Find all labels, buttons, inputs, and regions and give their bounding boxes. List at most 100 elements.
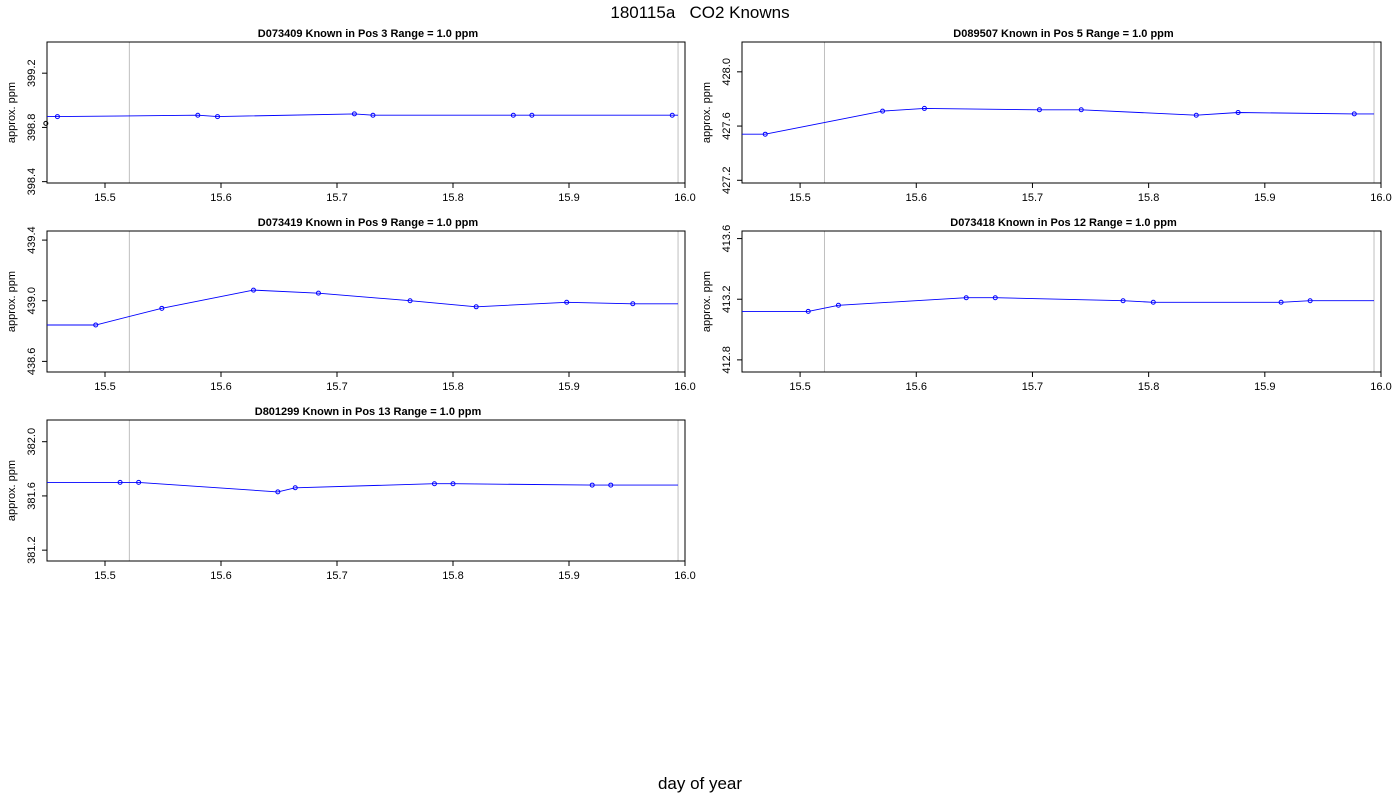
x-tick-label: 15.7 bbox=[326, 192, 347, 204]
y-axis-label: approx. ppm bbox=[701, 271, 713, 332]
data-point bbox=[510, 112, 516, 118]
series-line bbox=[742, 107, 1374, 135]
panel-4: D073418 Known in Pos 12 Range = 1.0 ppm 1… bbox=[701, 217, 1392, 393]
data-point bbox=[1120, 298, 1126, 304]
data-point bbox=[407, 298, 413, 304]
x-tick-label: 15.6 bbox=[210, 381, 231, 393]
panel-3: D073419 Known in Pos 9 Range = 1.0 ppm 15… bbox=[6, 217, 696, 393]
x-tick-label: 15.9 bbox=[558, 570, 579, 582]
data-point bbox=[450, 481, 456, 487]
data-point bbox=[608, 482, 614, 488]
x-tick-label: 15.7 bbox=[326, 570, 347, 582]
x-tick-label: 16.0 bbox=[674, 570, 695, 582]
data-point bbox=[589, 482, 595, 488]
plot-frame bbox=[46, 419, 686, 562]
data-point bbox=[1078, 107, 1084, 113]
x-tick-label: 15.7 bbox=[1022, 381, 1043, 393]
data-point bbox=[54, 114, 60, 120]
data-point bbox=[529, 112, 535, 118]
y-tick-label: 413.6 bbox=[721, 225, 733, 253]
plot-frame bbox=[46, 230, 686, 373]
panel-1: D073409 Known in Pos 3 Range = 1.0 ppm 15… bbox=[6, 28, 696, 204]
panel-5: D801299 Known in Pos 13 Range = 1.0 ppm 1… bbox=[6, 406, 696, 582]
y-axis-label: approx. ppm bbox=[6, 82, 18, 143]
x-tick-label: 16.0 bbox=[1370, 381, 1391, 393]
plot-frame bbox=[741, 230, 1382, 373]
data-point bbox=[669, 112, 675, 118]
y-axis-label: approx. ppm bbox=[701, 82, 713, 143]
data-point bbox=[1307, 298, 1313, 304]
x-tick-label: 16.0 bbox=[674, 192, 695, 204]
x-tick-label: 15.5 bbox=[789, 381, 810, 393]
x-tick-label: 15.6 bbox=[906, 381, 927, 393]
data-point bbox=[370, 112, 376, 118]
plot-frame bbox=[741, 41, 1382, 184]
x-tick-label: 15.8 bbox=[1138, 192, 1159, 204]
figure-title: 180115a CO2 Knowns bbox=[610, 3, 790, 22]
data-point bbox=[1193, 112, 1199, 118]
data-point bbox=[1150, 299, 1156, 305]
y-tick-label: 398.8 bbox=[26, 114, 38, 142]
data-point bbox=[921, 105, 927, 111]
x-tick-label: 15.6 bbox=[210, 570, 231, 582]
data-point bbox=[880, 108, 886, 114]
data-point bbox=[431, 481, 437, 487]
series-line bbox=[47, 113, 678, 118]
y-axis-label: approx. ppm bbox=[6, 271, 18, 332]
panel-title: D073409 Known in Pos 3 Range = 1.0 ppm bbox=[258, 28, 479, 40]
y-tick-label: 427.2 bbox=[721, 167, 733, 195]
panel-2: D089507 Known in Pos 5 Range = 1.0 ppm 15… bbox=[701, 28, 1392, 204]
data-point bbox=[93, 322, 99, 328]
data-point bbox=[630, 301, 636, 307]
data-point bbox=[1351, 111, 1357, 117]
data-point bbox=[1235, 110, 1241, 115]
y-tick-label: 382.0 bbox=[26, 428, 38, 456]
panel-title: D801299 Known in Pos 13 Range = 1.0 ppm bbox=[255, 406, 482, 418]
x-tick-label: 15.9 bbox=[1254, 192, 1275, 204]
data-point bbox=[564, 299, 570, 305]
y-tick-label: 381.6 bbox=[26, 482, 38, 510]
data-point bbox=[1036, 107, 1042, 113]
x-tick-label: 15.9 bbox=[558, 192, 579, 204]
x-tick-label: 15.5 bbox=[789, 192, 810, 204]
data-point bbox=[835, 302, 841, 308]
x-tick-label: 15.8 bbox=[442, 570, 463, 582]
x-tick-label: 15.8 bbox=[442, 381, 463, 393]
x-tick-label: 15.6 bbox=[210, 192, 231, 204]
x-tick-label: 15.6 bbox=[906, 192, 927, 204]
y-tick-label: 428.0 bbox=[721, 58, 733, 86]
x-tick-label: 16.0 bbox=[674, 381, 695, 393]
x-tick-label: 15.7 bbox=[1022, 192, 1043, 204]
x-tick-label: 15.7 bbox=[326, 381, 347, 393]
x-tick-label: 16.0 bbox=[1370, 192, 1391, 204]
y-tick-label: 399.2 bbox=[26, 59, 38, 87]
panel-title: D089507 Known in Pos 5 Range = 1.0 ppm bbox=[953, 28, 1174, 40]
x-tick-label: 15.9 bbox=[1254, 381, 1275, 393]
series-line bbox=[742, 297, 1374, 312]
data-point bbox=[805, 308, 811, 314]
data-point bbox=[215, 114, 221, 120]
x-tick-label: 15.8 bbox=[442, 192, 463, 204]
y-tick-label: 439.4 bbox=[26, 226, 38, 254]
y-tick-label: 439.0 bbox=[26, 287, 38, 315]
x-tick-label: 15.8 bbox=[1138, 381, 1159, 393]
y-axis-label: approx. ppm bbox=[6, 460, 18, 521]
data-point bbox=[963, 295, 969, 301]
data-point bbox=[351, 111, 357, 117]
data-point bbox=[992, 295, 998, 301]
y-tick-label: 412.8 bbox=[721, 346, 733, 374]
x-tick-label: 15.5 bbox=[94, 381, 115, 393]
data-point bbox=[762, 131, 768, 137]
y-tick-label: 398.4 bbox=[26, 168, 38, 196]
y-tick-label: 413.2 bbox=[721, 285, 733, 313]
data-point bbox=[250, 287, 256, 293]
outlier-point bbox=[43, 120, 49, 126]
x-tick-label: 15.5 bbox=[94, 192, 115, 204]
y-tick-label: 438.6 bbox=[26, 348, 38, 376]
data-point bbox=[136, 479, 142, 485]
data-point bbox=[159, 305, 165, 311]
series-line bbox=[47, 289, 678, 326]
y-tick-label: 427.6 bbox=[721, 112, 733, 140]
data-point bbox=[117, 479, 123, 485]
